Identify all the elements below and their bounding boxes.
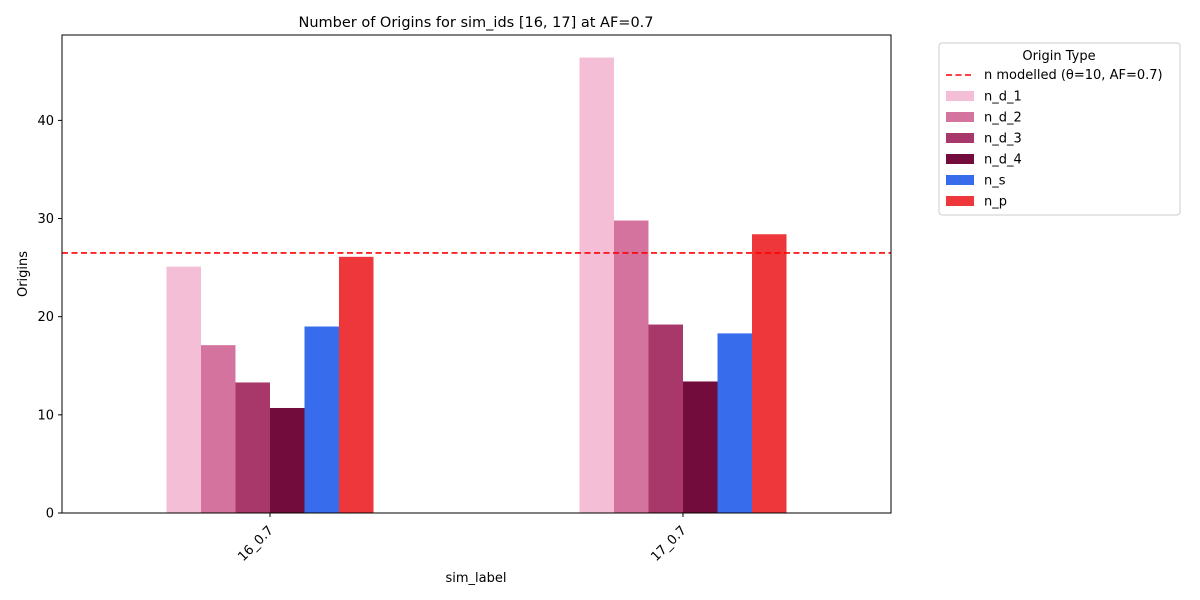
legend-title: Origin Type (1022, 49, 1095, 64)
legend-label-n_d_4: n_d_4 (984, 153, 1022, 168)
y-axis-label: Origins (16, 251, 31, 297)
plot-area (62, 57, 891, 513)
bar-n_s-17_0.7 (717, 333, 752, 513)
legend-swatch-n_d_1 (946, 91, 974, 101)
chart-title: Number of Origins for sim_ids [16, 17] a… (298, 15, 653, 31)
bar-n_d_3-17_0.7 (648, 324, 683, 513)
bar-n_d_1-16_0.7 (166, 266, 201, 513)
plot-frame (61, 34, 892, 514)
bar-n_d_4-16_0.7 (270, 407, 305, 513)
y-tick-label: 10 (37, 408, 54, 423)
bar-n_d_2-17_0.7 (614, 220, 649, 513)
bar-n_d_1-17_0.7 (579, 57, 614, 513)
y-tick-label: 30 (37, 212, 54, 227)
x-axis-label: sim_label (446, 571, 507, 586)
legend-swatch-n_p (946, 196, 974, 206)
bar-n_s-16_0.7 (304, 326, 339, 513)
y-tick-label: 40 (37, 114, 54, 129)
y-tick-label: 0 (46, 507, 54, 522)
x-tick-label: 17_0.7 (648, 523, 690, 565)
legend-frame (938, 42, 1181, 216)
legend-label-n_d_2: n_d_2 (984, 111, 1022, 126)
legend-swatch-n_d_2 (946, 112, 974, 122)
legend-label-n_d_1: n_d_1 (984, 90, 1022, 105)
x-tick-label: 16_0.7 (235, 523, 277, 565)
legend: Origin Type n modelled (θ=10, AF=0.7) n_… (938, 42, 1181, 216)
legend-swatch-n_s (946, 175, 974, 185)
y-axis: 0 10 20 30 40 (37, 114, 62, 522)
bar-n_d_4-17_0.7 (683, 381, 718, 513)
legend-swatch-n_d_4 (946, 154, 974, 164)
legend-label-n_p: n_p (984, 195, 1007, 210)
legend-label-n_d_3: n_d_3 (984, 132, 1022, 147)
legend-line-label: n modelled (θ=10, AF=0.7) (984, 68, 1163, 83)
legend-swatch-n_d_3 (946, 133, 974, 143)
legend-label-n_s: n_s (984, 174, 1006, 189)
bar-n_p-16_0.7 (339, 256, 374, 513)
bar-n_d_3-16_0.7 (235, 382, 270, 513)
bar-n_p-17_0.7 (752, 234, 787, 513)
x-axis: 16_0.7 17_0.7 (235, 513, 690, 565)
y-tick-label: 20 (37, 310, 54, 325)
bar-n_d_2-16_0.7 (201, 345, 236, 513)
legend-items: n_d_1 n_d_2 n_d_3 n_d_4 n_s n_p (946, 90, 1022, 210)
